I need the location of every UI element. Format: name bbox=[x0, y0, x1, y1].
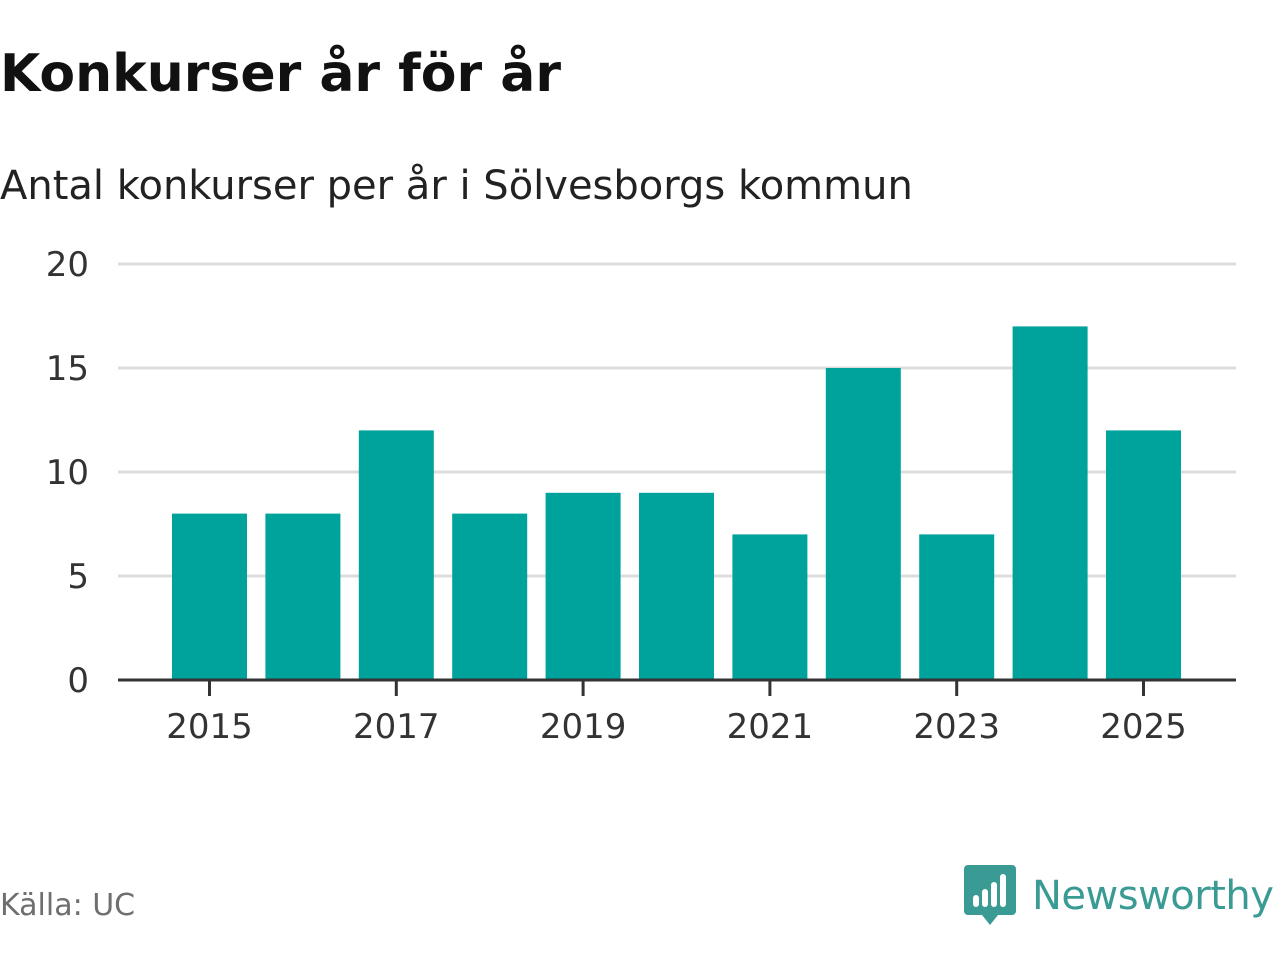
bar-chart: 0 5 10 15 20 2015 2017 2019 2021 2023 2025 bbox=[46, 245, 1236, 747]
bar-2022 bbox=[825, 368, 901, 680]
x-tick-label: 2021 bbox=[727, 707, 814, 747]
x-tick-label: 2019 bbox=[540, 707, 627, 747]
x-tick-label: 2023 bbox=[913, 707, 1000, 747]
bar-2023 bbox=[919, 534, 995, 680]
y-tick-label: 20 bbox=[46, 245, 89, 285]
y-tick-label: 0 bbox=[67, 661, 89, 701]
bars bbox=[172, 326, 1181, 680]
x-tick-label: 2015 bbox=[166, 707, 253, 747]
bar-2020 bbox=[639, 492, 714, 680]
x-tick-label: 2025 bbox=[1100, 707, 1187, 747]
source-note: Källa: UC bbox=[0, 888, 136, 923]
chart-subtitle: Antal konkurser per år i Sölvesborgs kom… bbox=[0, 163, 913, 209]
x-axis-ticks: 2015 2017 2019 2021 2023 2025 bbox=[166, 680, 1187, 747]
bar-2016 bbox=[265, 513, 341, 680]
x-tick-label: 2017 bbox=[353, 707, 440, 747]
bar-2018 bbox=[452, 513, 528, 680]
bar-2019 bbox=[545, 492, 621, 680]
chart-title: Konkurser år för år bbox=[0, 44, 562, 104]
y-tick-label: 15 bbox=[46, 349, 89, 389]
y-tick-label: 5 bbox=[67, 557, 89, 597]
brand-logo: Newsworthy bbox=[964, 864, 1274, 928]
y-axis-ticks: 0 5 10 15 20 bbox=[46, 245, 89, 701]
bar-2017 bbox=[358, 430, 434, 680]
bar-2021 bbox=[732, 534, 808, 680]
bar-2025 bbox=[1106, 430, 1181, 680]
bar-2015 bbox=[172, 513, 247, 680]
brand-name: Newsworthy bbox=[1032, 873, 1274, 919]
newsworthy-logo-icon bbox=[964, 865, 1016, 925]
y-tick-label: 10 bbox=[46, 453, 89, 493]
bar-2024 bbox=[1012, 326, 1088, 680]
